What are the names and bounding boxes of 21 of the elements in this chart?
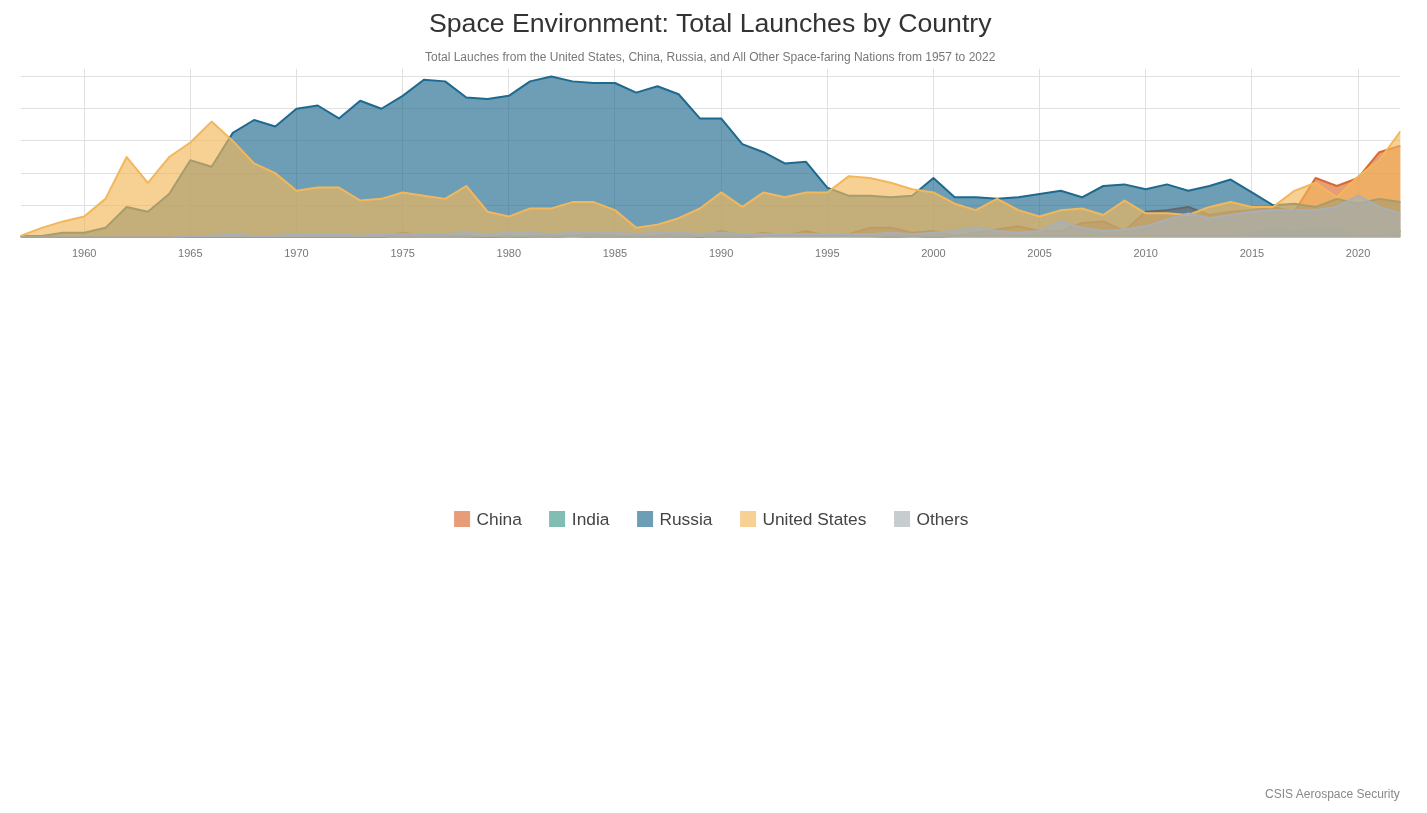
x-tick-label: 1975 (390, 246, 415, 259)
legend-label: Russia (659, 508, 713, 530)
x-tick-label: 1960 (71, 246, 97, 259)
legend-label: United States (762, 508, 867, 530)
chart-title: Space Environment: Total Launches by Country (428, 7, 993, 38)
x-tick-label: 1965 (178, 246, 203, 259)
x-tick-label: 2020 (1345, 246, 1371, 259)
legend-label: China (476, 508, 522, 530)
text: CSIS Aerospace Security (1265, 786, 1400, 801)
legend-label: Others (916, 508, 969, 530)
x-tick-label: 1990 (708, 246, 734, 259)
x-tick-label: 1985 (602, 246, 628, 259)
x-tick-label: 1980 (496, 246, 522, 259)
x-tick-label: 2000 (921, 246, 946, 259)
x-tick-label: 2010 (1133, 246, 1158, 259)
legend-label: India (571, 508, 610, 530)
x-tick-label: 1995 (815, 246, 840, 259)
x-tick-label: 2015 (1239, 246, 1265, 259)
chart-subtitle: Total Lauches from the United States, China, Russia, and All Other Space-faring Nations from 1957 to 2022 (425, 49, 996, 64)
x-tick-label: 2005 (1027, 246, 1052, 259)
x-tick-label: 1970 (284, 246, 309, 259)
